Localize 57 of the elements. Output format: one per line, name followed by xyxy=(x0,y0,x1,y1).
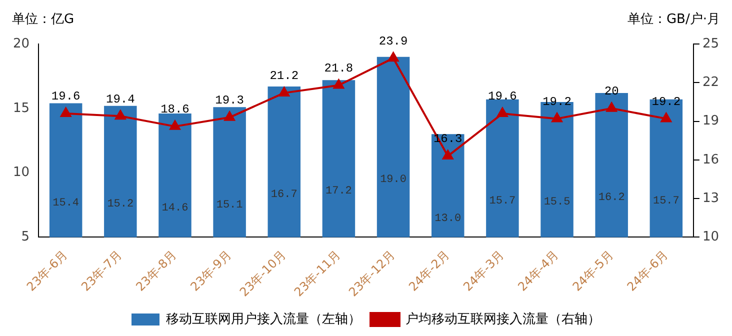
point xyxy=(497,108,508,118)
point xyxy=(60,108,72,118)
x-tick-label: 24年-3月 xyxy=(460,248,507,294)
data-label: 19.0 xyxy=(380,174,406,186)
legend-label: 户均移动互联网接入流量（右轴） xyxy=(406,310,600,327)
x-tick-label: 23年-8月 xyxy=(133,248,180,294)
point xyxy=(442,150,454,160)
data-label: 15.5 xyxy=(544,196,570,209)
x-tick-label: 23年-6月 xyxy=(24,248,70,294)
data-label: 18.6 xyxy=(160,102,190,117)
y2-tick-label: 22 xyxy=(702,75,720,90)
y-tick-label: 5 xyxy=(21,230,30,245)
data-label: 15.7 xyxy=(489,195,516,208)
x-tick-label: 23年-12月 xyxy=(346,248,398,300)
y-axis-title: 单位：亿G xyxy=(12,11,74,28)
data-label: 19.6 xyxy=(51,90,80,104)
data-label: 21.8 xyxy=(324,61,354,76)
point xyxy=(170,120,180,130)
y2-axis-title: 单位：GB/户·月 xyxy=(627,11,720,28)
x-tick-label: 24年-2月 xyxy=(406,248,452,294)
point xyxy=(115,110,126,120)
x-tick-label: 24年-5月 xyxy=(570,248,616,294)
point xyxy=(388,52,399,62)
point xyxy=(660,112,672,122)
point xyxy=(278,86,290,96)
x-tick-label: 24年-6月 xyxy=(624,248,670,294)
data-label: 15.2 xyxy=(107,198,134,211)
y-tick-label: 10 xyxy=(12,165,30,180)
y2-tick-label: 19 xyxy=(702,114,720,129)
data-label: 19.4 xyxy=(106,92,135,106)
point xyxy=(224,111,235,121)
y2-tick-label: 10 xyxy=(702,230,720,245)
data-label: 17.2 xyxy=(326,186,352,198)
legend-label: 移动互联网用户接入流量（左轴） xyxy=(166,310,361,327)
data-label: 16.7 xyxy=(270,188,298,201)
x-tick-label: 24年-4月 xyxy=(515,248,562,294)
y2-tick-label: 16 xyxy=(702,152,720,168)
data-label: 23.9 xyxy=(378,34,408,48)
y-tick-label: 15 xyxy=(12,100,30,116)
y2-tick-label: 13 xyxy=(702,190,720,206)
data-label: 15.4 xyxy=(52,197,80,210)
y-tick-label: 20 xyxy=(12,36,30,52)
data-label: 19.3 xyxy=(215,94,244,108)
point xyxy=(333,79,344,89)
x-tick-label: 23年-7月 xyxy=(78,248,125,294)
x-tick-label: 23年-11月 xyxy=(292,248,344,300)
data-label: 14.6 xyxy=(162,202,188,214)
data-label: 15.7 xyxy=(652,195,680,208)
y2-tick-label: 25 xyxy=(702,36,720,52)
x-tick-label: 23年-10月 xyxy=(236,248,288,300)
data-label: 21.2 xyxy=(270,69,299,84)
data-label: 15.1 xyxy=(216,199,244,212)
data-label: 16.2 xyxy=(598,192,625,204)
data-label: 13.0 xyxy=(434,212,462,225)
point xyxy=(606,102,617,112)
x-tick-label: 23年-9月 xyxy=(188,248,234,294)
point xyxy=(552,112,562,122)
